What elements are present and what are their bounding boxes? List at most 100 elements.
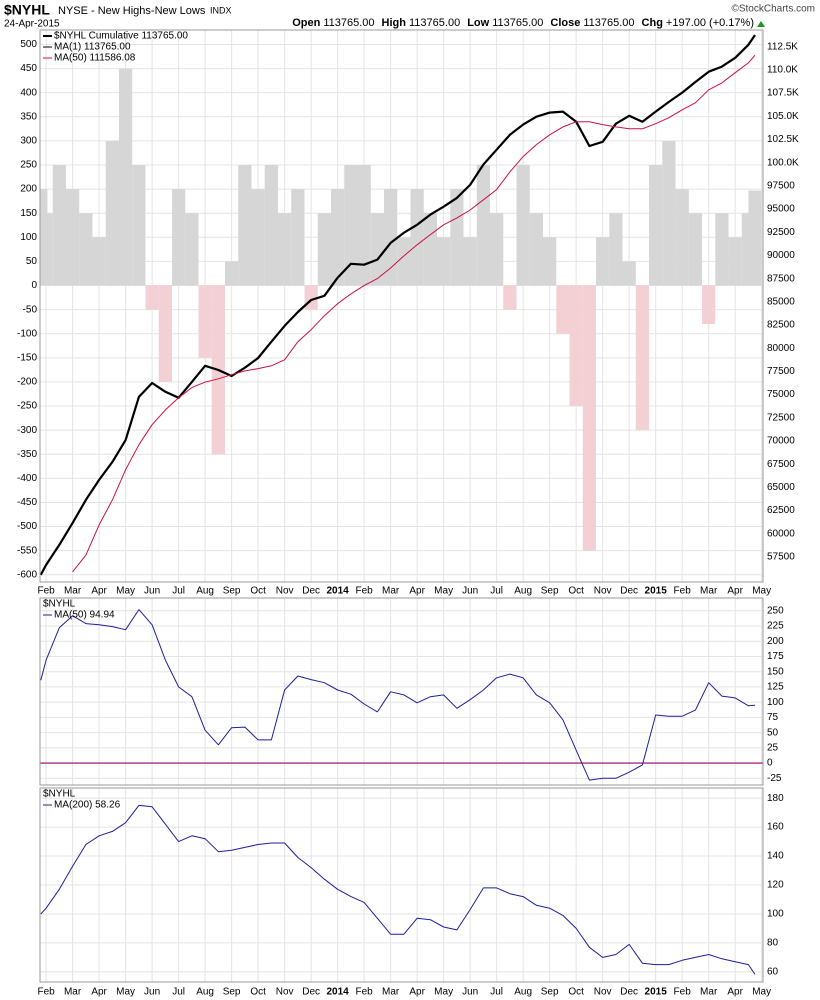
x-tick-label: Nov [276,987,294,998]
bar [569,285,583,407]
x-tick-label: Dec [302,586,320,597]
x-tick-label: May [434,987,453,998]
bar [291,189,305,286]
quote-label: High [382,17,407,29]
bar [609,213,623,286]
x-tick-label: Oct [568,987,584,998]
y-tick-label: 140 [767,851,784,862]
bar [622,261,636,286]
plot [40,788,763,982]
bar [437,237,451,286]
bar [450,189,464,286]
bar [185,213,199,286]
up-arrow [757,21,765,27]
legend-label: $NYHL Cumulative 113765.00 [54,31,188,42]
y-tick-label: 400 [20,87,37,98]
bar [224,261,239,286]
y-tick-label: 50 [26,256,38,267]
bar [490,213,504,286]
x-tick-label: Jul [172,586,185,597]
bar [384,189,398,286]
bar [357,164,371,286]
y-tick-label: 0 [767,758,773,769]
x-tick-label: May [752,987,771,998]
x-tick-label: Apr [91,987,107,998]
y2-tick-label: 85000 [767,296,795,307]
bar [198,285,212,358]
x-tick-label: May [116,987,135,998]
y-tick-label: 100 [767,909,784,920]
chart-subtitle: NYSE - New Highs-New Lows [58,5,206,17]
y2-tick-label: 92500 [767,227,795,238]
credit: ©StockCharts.com [731,4,815,15]
bar [728,237,742,286]
bar [649,164,663,286]
x-tick-label: 2015 [645,987,668,998]
panel-frame [39,597,764,786]
bar [596,237,610,286]
y2-tick-label: 75000 [767,389,795,400]
bar [715,213,729,286]
y-tick-label: 225 [767,621,784,632]
bar [556,285,570,334]
bar [748,190,762,286]
y-tick-label: 75 [767,712,779,723]
x-tick-label: Apr [409,987,425,998]
y-tick-label: 180 [767,793,784,804]
y-tick-label: -500 [17,521,37,532]
quote: Open 113765.00 High 113765.00 Low 113765.00 Cl… [292,17,754,29]
y2-tick-label: 87500 [767,273,795,284]
bar [171,189,186,286]
y2-tick-label: 77500 [767,366,795,377]
y-tick-label: 60 [767,967,779,978]
y-tick-label: 250 [767,605,784,616]
y-tick-label: -250 [17,401,37,412]
date: 24-Apr-2015 [4,19,60,30]
y-tick-label: 125 [767,682,784,693]
line [40,804,756,975]
x-tick-label: Feb [37,987,55,998]
x-tick-label: Apr [91,586,107,597]
legend-label: MA(50) 94.94 [54,610,115,621]
y-tick-label: 500 [20,39,37,50]
y-tick-label: -100 [17,328,37,339]
y-tick-label: 160 [767,822,784,833]
x-tick-label: Oct [250,586,266,597]
x-tick-label: Sep [223,987,241,998]
line [40,34,756,576]
y2-tick-label: 105.0K [767,111,799,122]
x-tick-label: Dec [620,987,638,998]
quote-value: 113765.00 [409,17,460,29]
legend-label: MA(1) 113765.00 [54,42,131,53]
bar [40,213,53,286]
bar [251,189,265,286]
x-tick-label: Aug [196,586,214,597]
x-tick-label: Oct [250,987,266,998]
y-tick-label: 300 [20,136,37,147]
x-tick-label: Aug [514,987,532,998]
bar [158,285,172,382]
bar [344,164,358,286]
y2-tick-label: 102.5K [767,134,799,145]
y-tick-label: 200 [767,636,784,647]
bar [476,164,491,286]
y-tick-label: -450 [17,497,37,508]
legend-label: MA(50) 111586.08 [54,53,136,64]
y-tick-label: 450 [20,63,37,74]
x-tick-label: Mar [700,586,718,597]
y2-tick-label: 80000 [767,343,795,354]
x-tick-label: Jun [462,987,478,998]
bar [688,213,703,286]
y-tick-label: 200 [20,184,37,195]
x-tick-label: Feb [674,987,692,998]
bar [317,213,332,286]
quote-value: 113765.00 [492,17,543,29]
x-tick-label: Aug [514,586,532,597]
y-tick-label: 250 [20,160,37,171]
line [40,609,756,781]
chart-title: $NYHL [4,2,50,18]
y-tick-label: 175 [767,651,784,662]
x-tick-label: Nov [594,586,612,597]
x-tick-label: Oct [568,586,584,597]
y2-tick-label: 82500 [767,320,795,331]
